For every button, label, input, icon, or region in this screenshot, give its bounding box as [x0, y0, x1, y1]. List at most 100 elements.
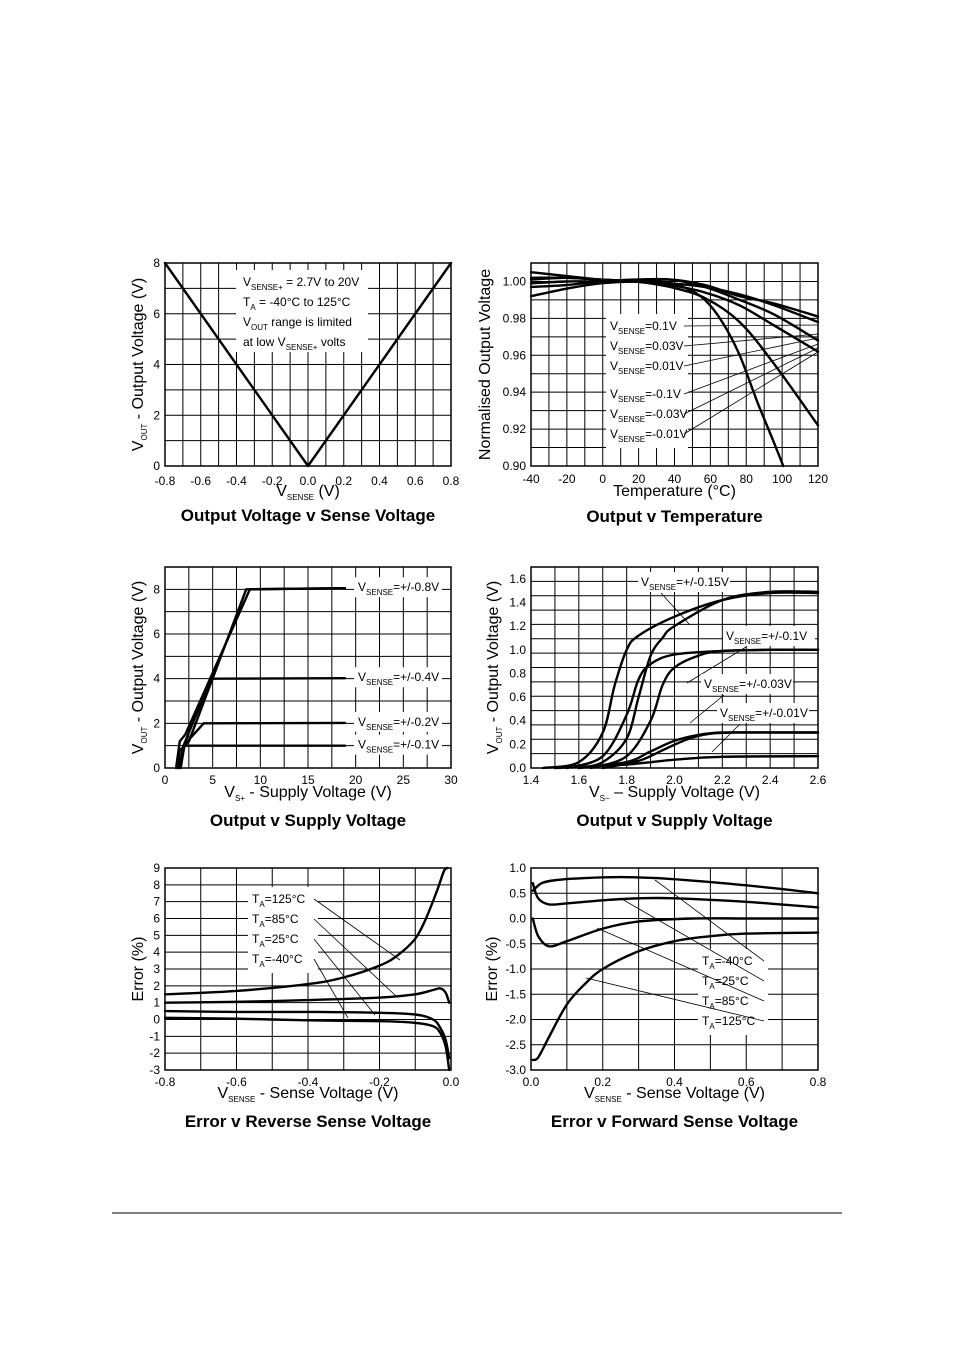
text-run: =0.03V [645, 339, 683, 353]
y-tick-label: 1.4 [509, 595, 526, 609]
legend-box [248, 887, 318, 973]
text-run: T [252, 952, 260, 966]
subscript: SENSE [618, 415, 645, 424]
x-tick-label: 0.2 [335, 474, 352, 488]
series-line [163, 866, 449, 996]
series-label: VSENSE=0.03V [610, 339, 684, 356]
y-tick-label: 0.2 [509, 737, 526, 751]
y-tick-label: 0 [153, 761, 160, 775]
text-run: V [358, 738, 366, 752]
y-tick-label: 0.8 [509, 666, 526, 680]
text-run: range is limited [268, 315, 352, 329]
text-run: =-0.1V [645, 387, 681, 401]
x-tick-label: 0.0 [300, 474, 317, 488]
y-tick-label: 0.94 [503, 385, 527, 399]
x-tick-label: -0.6 [190, 474, 211, 488]
x-tick-label: 20 [349, 773, 363, 787]
x-tick-label: -20 [558, 472, 576, 486]
series-label: VSENSE=0.1V [610, 319, 677, 336]
subscript: A [259, 940, 265, 949]
x-tick-label: 2.6 [810, 773, 827, 787]
text-run: V [610, 427, 618, 441]
leader-line [683, 337, 819, 367]
annotation-note: VOUT range is limited [243, 315, 352, 332]
y-tick-label: -3 [149, 1063, 160, 1077]
x-tick-label: -0.8 [155, 1075, 176, 1089]
series-label-bg [717, 703, 809, 723]
legend-box [606, 314, 688, 448]
series-line [553, 755, 820, 770]
chart-title: Output v Supply Voltage [576, 811, 772, 830]
series-line [531, 917, 820, 948]
text-run: = 2.7V to 20V [283, 275, 359, 289]
series-line [531, 931, 820, 1062]
x-tick-label: -0.2 [369, 1075, 390, 1089]
text-run: - Output Voltage (V) [130, 581, 147, 727]
text-run: =0.1V [645, 319, 677, 333]
series-label: TA=25°C [252, 932, 299, 949]
text-run: - Supply Voltage (V) [245, 784, 392, 801]
y-tick-label: -2.0 [505, 1013, 526, 1027]
x-tick-label: 0 [162, 773, 169, 787]
text-run: =0.01V [645, 359, 683, 373]
series-line [163, 261, 453, 468]
text-run: - Output Voltage (V) [485, 581, 502, 727]
y-tick-label: 0 [153, 1013, 160, 1027]
subscript: SENSE [734, 637, 761, 646]
text-run: T [702, 1014, 710, 1028]
x-axis-label: VSENSE (V) [276, 483, 340, 502]
x-axis-label: VS+ - Supply Voltage (V) [224, 784, 391, 803]
leader-line [683, 324, 819, 327]
y-axis-label: VOUT - Output Voltage (V) [130, 581, 149, 754]
chart-output-v-temperature: -40 -20 0 20 40 60 80 100 120 0.90 0.92 0.94 0.96 0.9… [477, 262, 828, 526]
x-tick-label: 80 [740, 472, 754, 486]
subscript: SENSE [366, 678, 393, 687]
y-tick-label: 6 [153, 912, 160, 926]
text-run: – Supply Voltage (V) [610, 784, 760, 801]
subscript: A [259, 900, 265, 909]
text-run: =85°C [715, 994, 749, 1008]
y-axis-label-group: Normalised Output Voltage [477, 269, 494, 460]
series-label: TA=85°C [702, 994, 749, 1011]
y-tick-label: 3 [153, 962, 160, 976]
y-tick-label: 4 [153, 358, 160, 372]
x-tick-label: 30 [444, 773, 458, 787]
x-tick-label: 0.4 [371, 474, 388, 488]
subscript: SENSE [366, 746, 393, 755]
series-label-bg [354, 734, 442, 755]
series-label: TA=85°C [252, 912, 299, 929]
series-line [531, 881, 820, 909]
y-tick-label: 0.4 [509, 714, 526, 728]
text-run: =-40°C [715, 954, 753, 968]
subscript: S+ [235, 794, 245, 803]
y-tick-label: 0.0 [509, 912, 526, 926]
leader-line [689, 694, 725, 724]
text-run: V [358, 670, 366, 684]
x-tick-label: -0.4 [298, 1075, 319, 1089]
y-tick-label: 1.2 [509, 619, 526, 633]
leader-line [313, 958, 349, 1019]
x-tick-label: 10 [254, 773, 268, 787]
leader-line [596, 927, 765, 1002]
y-tick-label: 8 [153, 878, 160, 892]
series-label: VSENSE=+/-0.8V [358, 580, 439, 597]
x-axis-label: VSENSE - Sense Voltage (V) [218, 1085, 399, 1104]
x-axis-label: Temperature (°C) [613, 483, 736, 500]
x-tick-label: -40 [522, 472, 540, 486]
subscript: SENSE [618, 327, 645, 336]
series-label: TA=125°C [252, 892, 306, 909]
x-tick-label: 0 [599, 472, 606, 486]
annotation-box [236, 270, 368, 352]
subscript: A [709, 1022, 715, 1031]
series-label-bg [354, 711, 442, 732]
text-run: T [702, 994, 710, 1008]
series-label: VSENSE=+/-0.15V [641, 575, 729, 592]
text-run: T [252, 892, 260, 906]
subscript: SENSE [712, 685, 739, 694]
annotation-note: TA = -40°C to 125°C [243, 295, 351, 312]
subscript: SENSE [228, 1095, 255, 1104]
x-tick-label: -0.6 [226, 1075, 247, 1089]
leader-line [585, 977, 765, 1022]
series-label: VSENSE=+/-0.01V [720, 706, 808, 723]
